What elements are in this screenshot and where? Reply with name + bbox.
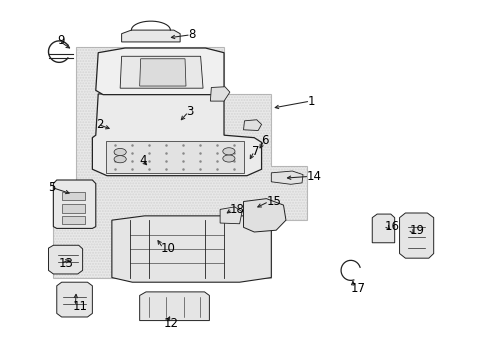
- Polygon shape: [112, 216, 271, 282]
- Text: 18: 18: [229, 203, 244, 216]
- Polygon shape: [48, 245, 82, 274]
- Polygon shape: [271, 171, 303, 184]
- Ellipse shape: [114, 148, 126, 156]
- Polygon shape: [210, 87, 229, 101]
- Polygon shape: [122, 30, 180, 42]
- Polygon shape: [243, 120, 261, 131]
- Text: 7: 7: [251, 145, 259, 158]
- Text: 14: 14: [306, 170, 321, 183]
- Polygon shape: [140, 59, 185, 86]
- Text: 2: 2: [96, 118, 103, 131]
- Polygon shape: [53, 47, 306, 278]
- Text: 9: 9: [57, 34, 64, 48]
- Polygon shape: [140, 292, 209, 320]
- Polygon shape: [53, 180, 96, 228]
- Text: 11: 11: [73, 300, 88, 313]
- Text: 6: 6: [261, 134, 268, 147]
- Polygon shape: [243, 199, 285, 232]
- Text: 19: 19: [408, 224, 424, 238]
- Text: 17: 17: [350, 282, 365, 295]
- Polygon shape: [105, 140, 244, 173]
- Polygon shape: [96, 48, 224, 95]
- Text: 12: 12: [163, 317, 179, 330]
- Polygon shape: [92, 94, 261, 176]
- Polygon shape: [220, 207, 242, 224]
- Bar: [61, 192, 85, 201]
- Bar: [61, 216, 85, 225]
- Text: 1: 1: [307, 95, 315, 108]
- Text: 16: 16: [384, 220, 399, 233]
- Polygon shape: [120, 56, 203, 88]
- Polygon shape: [57, 282, 92, 317]
- Text: 4: 4: [140, 154, 147, 167]
- Polygon shape: [399, 213, 433, 258]
- Ellipse shape: [223, 155, 235, 162]
- Polygon shape: [371, 214, 394, 243]
- Ellipse shape: [223, 148, 235, 155]
- Bar: [61, 204, 85, 213]
- Text: 5: 5: [48, 181, 56, 194]
- Ellipse shape: [114, 156, 126, 163]
- Text: 13: 13: [58, 257, 73, 270]
- Text: 8: 8: [188, 28, 195, 41]
- Text: 10: 10: [160, 242, 175, 255]
- Text: 15: 15: [266, 195, 281, 208]
- Text: 3: 3: [185, 105, 193, 118]
